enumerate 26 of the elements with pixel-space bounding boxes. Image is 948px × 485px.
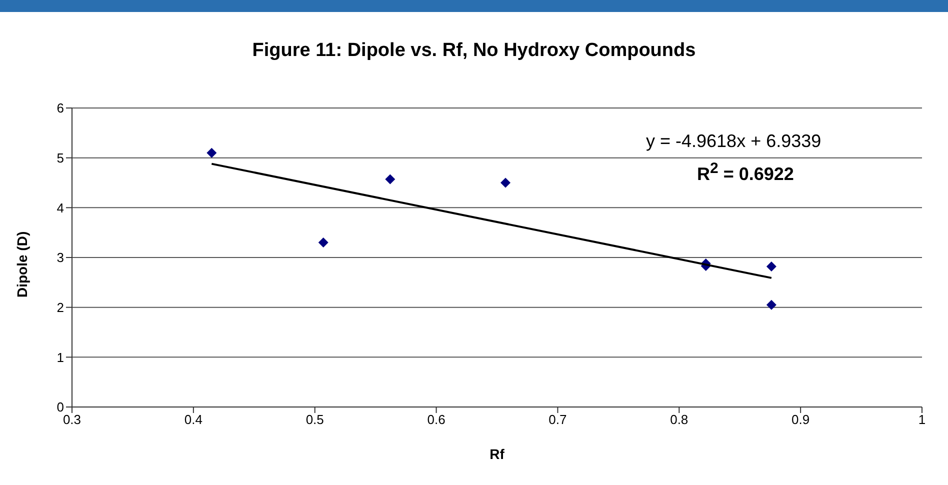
annotation: y = -4.9618x + 6.9339: [646, 131, 822, 152]
x-tick-label: 0.6: [427, 412, 446, 428]
y-tick-label: 1: [56, 350, 64, 365]
y-tick-label: 4: [56, 200, 64, 216]
x-tick-label: 0.5: [306, 412, 324, 428]
x-tick-label: 0.8: [670, 412, 688, 428]
point: [318, 238, 328, 248]
point: [500, 178, 510, 188]
x-tick-label: 0.4: [184, 412, 202, 428]
annotation: R$^{2}$ = 0.6922: [697, 160, 794, 185]
x-tick-label: 0.9: [792, 412, 810, 428]
x-tick-label: 0.7: [548, 412, 567, 428]
y-tick-label: 3: [56, 250, 64, 266]
y-tick-label: 0: [56, 400, 64, 415]
chart-title: Figure 11: Dipole vs. Rf, No Hydroxy Compounds: [251, 40, 697, 62]
y-tick-label: 5: [56, 150, 64, 166]
y-tick-label: 2: [56, 300, 64, 315]
point: [385, 174, 396, 184]
y-tick-label: 6: [56, 100, 64, 116]
point: [206, 148, 217, 158]
point: [766, 261, 776, 272]
y-axis-title: Dipole (D): [14, 231, 30, 298]
x-tick-label: 0.3: [62, 412, 82, 428]
x-axis-title: Rf: [490, 446, 505, 462]
x-tick-label: 1: [918, 412, 926, 428]
point: [766, 300, 776, 310]
